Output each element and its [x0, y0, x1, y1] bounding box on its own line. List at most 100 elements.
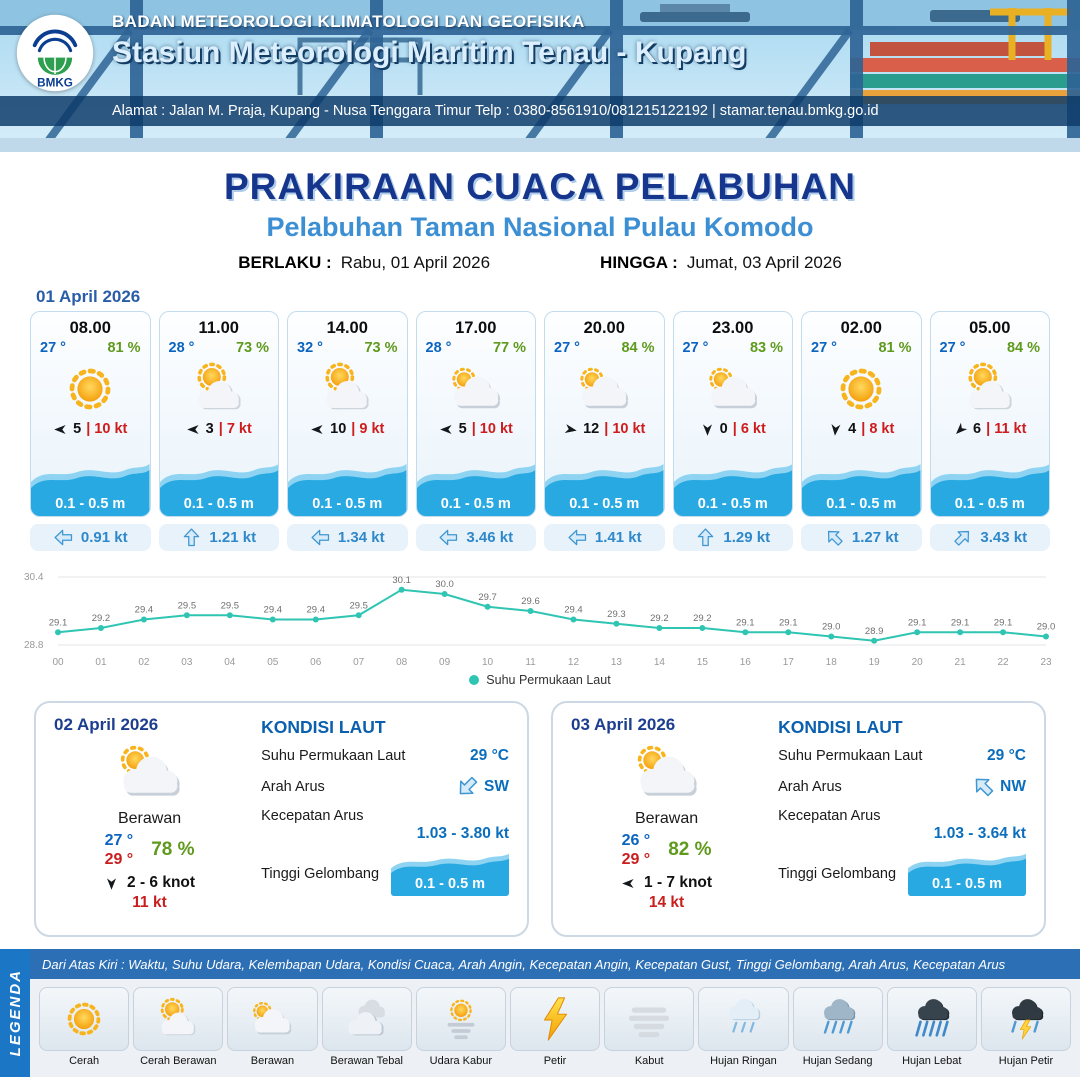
legend-icon-box — [792, 987, 883, 1051]
valid-until-value: Jumat, 03 April 2026 — [686, 253, 842, 272]
svg-text:28.8: 28.8 — [24, 640, 44, 651]
forecast-card: 23.00 27 ° 83 % 0 | 6 kt — [672, 311, 793, 551]
legend-item-label: Berawan Tebal — [330, 1055, 403, 1067]
bmkg-logo-text: BMKG — [37, 77, 73, 90]
weather-icon — [189, 359, 249, 419]
current-speed-value: 3.43 kt — [980, 529, 1028, 546]
sst-value: 29 °C — [987, 747, 1026, 764]
forecast-card: 05.00 27 ° 84 % 6 | 11 kt — [929, 311, 1050, 551]
weather-icon — [317, 359, 377, 419]
legend-item: Hujan Ringan — [698, 987, 789, 1071]
sea-conditions-title: KONDISI LAUT — [261, 717, 386, 737]
legend-weather-icon — [60, 995, 108, 1043]
svg-text:29.1: 29.1 — [49, 617, 68, 628]
weather-icon — [446, 359, 506, 419]
legend-item-label: Cerah — [69, 1055, 100, 1067]
legend-weather-icon — [1002, 995, 1050, 1043]
forecast-card: 08.00 27 ° 81 % 5 | 10 kt — [30, 311, 151, 551]
current-speed-value: 1.29 kt — [723, 529, 771, 546]
humidity-value: 81 % — [107, 340, 141, 356]
svg-text:00: 00 — [52, 657, 64, 668]
page-title: PRAKIRAAN CUACA PELABUHAN — [223, 166, 857, 207]
forecast-card: 20.00 27 ° 84 % 12 | 10 kt — [544, 311, 665, 551]
weather-icon — [703, 359, 763, 419]
legend-weather-icon — [908, 995, 956, 1043]
wind-row: 3 | 7 kt — [160, 421, 279, 437]
wave-height-value: 0.1 - 0.5 m — [569, 496, 640, 512]
legend-icon-box — [886, 987, 977, 1051]
svg-text:29.1: 29.1 — [908, 617, 927, 628]
wind-direction-icon — [700, 422, 715, 437]
wave-height-value: 0.1 - 0.5 m — [183, 496, 254, 512]
wind-speed-value: 3 — [205, 421, 214, 437]
legend-icon-box — [509, 987, 601, 1051]
wind-row: 5 | 10 kt — [417, 421, 536, 437]
humidity-value: 83 % — [749, 340, 783, 356]
temperature-value: 27 ° — [811, 340, 837, 356]
current-direction-icon — [695, 527, 716, 548]
wave-icon — [159, 464, 278, 516]
legend-item: Berawan Tebal — [321, 987, 412, 1071]
svg-text:29.0: 29.0 — [1037, 622, 1056, 633]
svg-text:22: 22 — [997, 657, 1009, 668]
current-row: 0.91 kt — [30, 524, 151, 551]
humidity-value: 73 % — [235, 340, 269, 356]
address-bar: Alamat : Jalan M. Praja, Kupang - Nusa T… — [0, 96, 1080, 126]
wind-direction-icon — [562, 420, 579, 437]
current-speed-value: 1.03 - 3.64 kt — [933, 825, 1026, 842]
sst-chart: 30.4 28.8 29.1 00 29.2 01 29.4 02 29.5 03 29.5 04 29… — [24, 572, 1056, 668]
humidity-value: 73 % — [364, 340, 398, 356]
legend-item: Cerah Berawan — [133, 987, 224, 1071]
svg-text:29.4: 29.4 — [564, 605, 583, 616]
legend-item-label: Kabut — [634, 1055, 664, 1067]
day-weather-icon — [107, 735, 193, 809]
temperature-value: 27 ° — [939, 340, 966, 356]
svg-text:29.4: 29.4 — [135, 605, 154, 616]
valid-from-value: Rabu, 01 April 2026 — [340, 253, 491, 272]
wave-icon — [930, 464, 1049, 516]
current-row: 1.29 kt — [672, 524, 793, 551]
wind-direction-icon — [828, 421, 844, 437]
legend-item: Petir — [509, 987, 601, 1071]
legend-item: Udara Kabur — [415, 987, 506, 1071]
legend-item-label: Hujan Petir — [998, 1055, 1054, 1067]
legend-icon-box — [698, 987, 789, 1051]
svg-text:29.2: 29.2 — [650, 613, 669, 624]
svg-text:29.1: 29.1 — [951, 617, 970, 628]
wind-gust-value: | 10 kt — [471, 421, 513, 437]
sea-conditions-title: KONDISI LAUT — [778, 717, 903, 737]
temp-max-value: 29 ° — [104, 851, 134, 869]
wind-gust-value: | 11 kt — [986, 421, 1027, 437]
current-row: 3.43 kt — [929, 524, 1050, 551]
legend-item: Berawan — [227, 987, 318, 1071]
time-label: 17.00 — [455, 319, 497, 337]
svg-text:14: 14 — [654, 657, 666, 668]
svg-text:02: 02 — [138, 657, 150, 668]
wave-icon — [416, 464, 535, 516]
current-direction-icon — [181, 527, 202, 548]
forecast-date: 01 April 2026 — [36, 287, 141, 306]
current-direction-icon — [966, 769, 1001, 804]
current-row: 1.21 kt — [158, 524, 279, 551]
chart-legend: Suhu Permukaan Laut — [20, 673, 1060, 687]
chart-legend-dot — [469, 675, 480, 685]
wind-gust-value: | 6 kt — [732, 421, 766, 437]
wind-speed-value: 5 — [458, 421, 467, 437]
wind-row: 12 | 10 kt — [545, 421, 664, 437]
current-row: 1.41 kt — [544, 524, 665, 551]
legend-vertical-label: LEGENDA — [6, 969, 24, 1057]
current-speed-value: 1.41 kt — [594, 529, 642, 546]
legend-item-label: Cerah Berawan — [140, 1055, 217, 1067]
day-weather-icon — [624, 735, 710, 809]
wave-height-panel: 0.1 - 0.5 m — [673, 462, 792, 516]
temp-min-value: 27 ° — [104, 832, 134, 849]
legend-item-label: Udara Kabur — [429, 1055, 493, 1067]
sst-label: Suhu Permukaan Laut — [778, 748, 923, 764]
svg-text:21: 21 — [955, 657, 967, 668]
day-date: 02 April 2026 — [54, 715, 159, 734]
legend-section: LEGENDA Dari Atas Kiri : Waktu, Suhu Uda… — [0, 949, 1080, 1077]
current-speed-label: Kecepatan Arus — [778, 808, 881, 824]
wave-icon — [288, 464, 407, 516]
day-condition: Berawan — [634, 810, 699, 827]
agency-name: BADAN METEOROLOGI KLIMATOLOGI DAN GEOFIS… — [112, 12, 585, 31]
